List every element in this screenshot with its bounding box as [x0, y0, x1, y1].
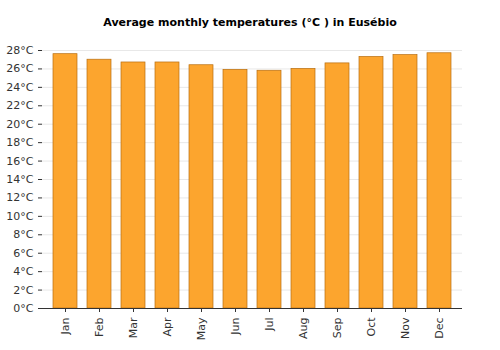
- svg-text:8°C: 8°C: [13, 228, 33, 241]
- svg-text:Apr: Apr: [161, 317, 174, 337]
- svg-text:Feb: Feb: [93, 317, 106, 336]
- svg-text:18°C: 18°C: [6, 136, 33, 149]
- svg-text:Sep: Sep: [331, 317, 344, 338]
- svg-text:Mar: Mar: [127, 317, 140, 338]
- svg-text:22°C: 22°C: [6, 99, 33, 112]
- svg-text:24°C: 24°C: [6, 81, 33, 94]
- svg-text:2°C: 2°C: [13, 284, 33, 297]
- svg-text:Jun: Jun: [229, 317, 242, 335]
- svg-text:10°C: 10°C: [6, 210, 33, 223]
- svg-text:Jan: Jan: [59, 317, 72, 335]
- svg-text:Dec: Dec: [433, 318, 446, 339]
- html-text:Average monthly temperatures (: Average monthly temperatures (°C ) in Eu…: [103, 16, 397, 29]
- svg-text:12°C: 12°C: [6, 191, 33, 204]
- svg-text:0°C: 0°C: [13, 302, 33, 315]
- svg-text:16°C: 16°C: [6, 155, 33, 168]
- svg-text:Oct: Oct: [365, 317, 378, 337]
- svg-text:26°C: 26°C: [6, 62, 33, 75]
- svg-text:Jul: Jul: [263, 318, 276, 332]
- svg-text:Nov: Nov: [399, 317, 412, 339]
- svg-text:4°C: 4°C: [13, 265, 33, 278]
- svg-text:May: May: [195, 317, 208, 340]
- svg-text:Aug: Aug: [297, 318, 310, 339]
- svg-text:20°C: 20°C: [6, 118, 33, 131]
- svg-text:14°C: 14°C: [6, 173, 33, 186]
- svg-text:6°C: 6°C: [13, 247, 33, 260]
- svg-text:28°C: 28°C: [6, 44, 33, 57]
